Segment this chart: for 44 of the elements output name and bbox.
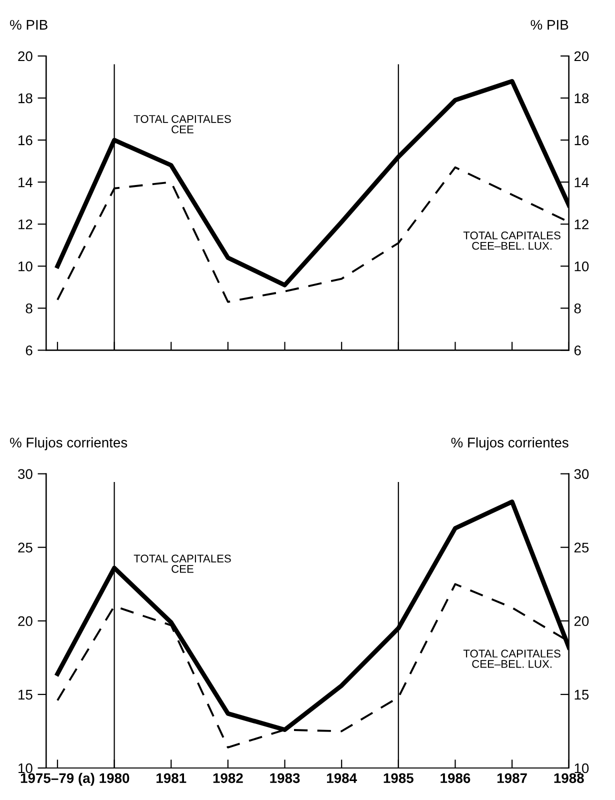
y2-axis-title: % PIB xyxy=(530,20,568,30)
y-axis-title: % PIB xyxy=(10,20,48,30)
y-tick-label: 8 xyxy=(26,304,32,314)
y2-tick-label: 20 xyxy=(574,616,589,626)
y2-tick-label: 10 xyxy=(574,763,589,774)
y2-tick-label: 18 xyxy=(574,93,589,104)
x-tick-label: 1983 xyxy=(270,773,300,784)
y2-tick-label: 10 xyxy=(574,261,589,272)
y-tick-label: 14 xyxy=(18,178,33,188)
y2-tick-label: 25 xyxy=(574,542,589,553)
x-tick-label: 1984 xyxy=(327,773,357,784)
y-tick-label: 12 xyxy=(18,219,32,230)
y-tick-label: 30 xyxy=(18,469,32,479)
x-tick-label: 1986 xyxy=(440,773,470,784)
series-label: TOTAL CAPITALES CEE xyxy=(134,554,231,573)
y-tick-label: 6 xyxy=(26,346,32,356)
y-tick-label: 10 xyxy=(18,763,32,774)
x-tick-label: 1980 xyxy=(100,773,130,784)
y-tick-label: 10 xyxy=(18,261,32,272)
series-label: TOTAL CAPITALES CEE–BEL. LUX. xyxy=(463,232,560,250)
y-tick-label: 20 xyxy=(18,51,32,62)
x-tick-label: 1975–79 (a) xyxy=(20,772,94,786)
y2-tick-label: 16 xyxy=(574,135,589,146)
y2-tick-label: 6 xyxy=(574,346,581,356)
y-tick-label: 15 xyxy=(18,690,32,700)
y-tick-label: 18 xyxy=(18,93,32,104)
series-label: TOTAL CAPITALES CEE xyxy=(134,115,231,134)
x-tick-label: 1981 xyxy=(156,773,186,784)
y-tick-label: 25 xyxy=(18,542,32,553)
y-tick-label: 20 xyxy=(18,616,32,626)
y-axis-title: % Flujos corrientes xyxy=(10,437,128,450)
x-tick-label: 1982 xyxy=(213,773,243,784)
y2-tick-label: 12 xyxy=(574,219,588,230)
y2-axis-title: % Flujos corrientes xyxy=(451,437,568,450)
y2-tick-label: 14 xyxy=(574,178,589,188)
y2-tick-label: 8 xyxy=(574,304,581,314)
y-tick-label: 16 xyxy=(18,135,32,146)
y2-tick-label: 30 xyxy=(574,469,589,479)
y2-tick-label: 20 xyxy=(574,51,589,62)
x-tick-label: 1988 xyxy=(554,773,584,784)
x-tick-label: 1985 xyxy=(384,773,414,784)
series-label: TOTAL CAPITALES CEE–BEL. LUX. xyxy=(463,650,560,668)
x-tick-label: 1987 xyxy=(497,773,527,784)
y2-tick-label: 15 xyxy=(574,690,589,700)
